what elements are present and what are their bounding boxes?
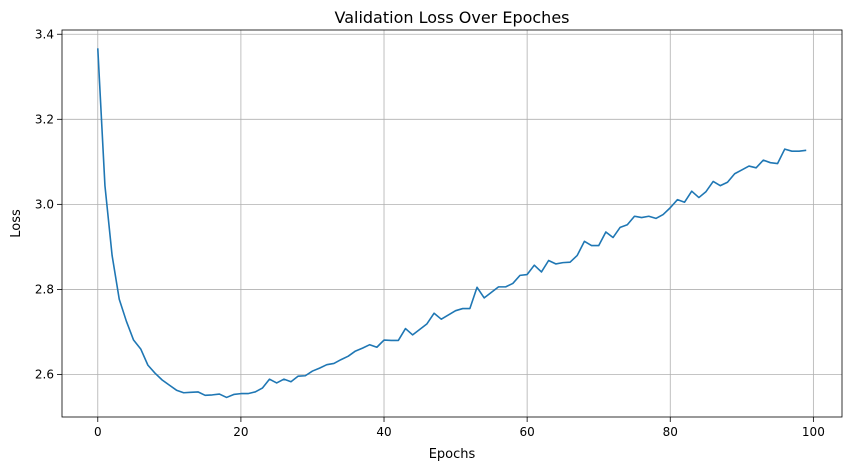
y-tick-label: 2.6 bbox=[35, 367, 54, 381]
x-tick-label: 20 bbox=[233, 425, 248, 439]
series-group bbox=[96, 48, 807, 399]
y-tick-label: 3.0 bbox=[35, 197, 54, 211]
y-axis-ticks: 2.6 2.8 3.0 3.2 3.4 bbox=[35, 27, 62, 381]
y-axis-label: Loss bbox=[9, 209, 24, 238]
y-tick-label: 3.4 bbox=[35, 27, 54, 41]
validation-loss-line bbox=[96, 48, 807, 399]
x-axis-ticks: 0 20 40 60 80 100 bbox=[94, 417, 825, 439]
x-tick-label: 100 bbox=[802, 425, 825, 439]
y-tick-label: 2.8 bbox=[35, 282, 54, 296]
y-tick-label: 3.2 bbox=[35, 112, 54, 126]
x-tick-label: 60 bbox=[519, 425, 534, 439]
grid-lines bbox=[62, 30, 842, 417]
x-tick-label: 80 bbox=[663, 425, 678, 439]
plot-frame bbox=[61, 29, 843, 418]
chart-title: Validation Loss Over Epoches bbox=[334, 8, 569, 27]
x-tick-label: 0 bbox=[94, 425, 102, 439]
x-tick-label: 40 bbox=[376, 425, 391, 439]
x-axis-label: Epochs bbox=[429, 447, 476, 462]
